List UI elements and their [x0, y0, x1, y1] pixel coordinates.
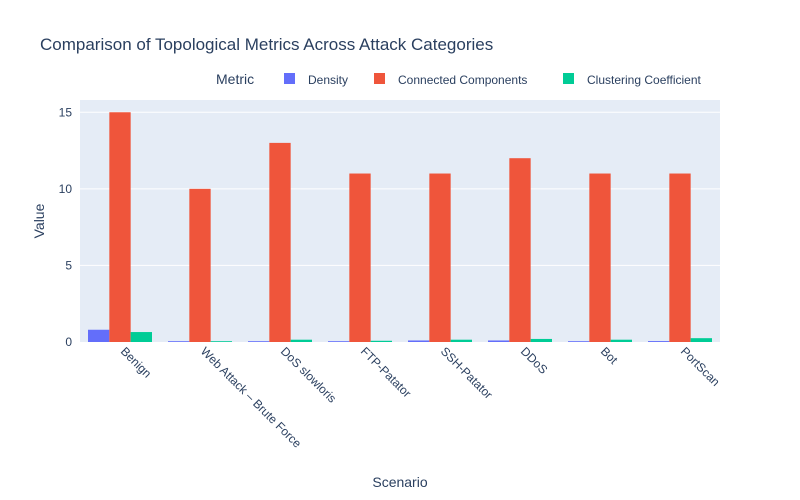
bar-density	[488, 340, 510, 342]
x-tick-label: Bot	[598, 344, 621, 367]
legend-swatch	[284, 73, 295, 84]
y-tick-label: 15	[59, 105, 73, 119]
bar-density	[88, 329, 110, 342]
legend-title: Metric	[216, 71, 254, 87]
legend-item-label: Clustering Coefficient	[587, 73, 702, 87]
bar-connected-components	[669, 173, 691, 342]
bar-density	[168, 341, 190, 342]
bar-clustering-coefficient	[530, 338, 552, 342]
bar-connected-components	[269, 142, 291, 342]
bar-connected-components	[189, 188, 211, 342]
legend-item-label: Density	[308, 73, 348, 87]
y-axis-label: Value	[31, 203, 47, 238]
gridlines	[80, 111, 720, 266]
x-axis-label: Scenario	[372, 474, 427, 490]
x-tick-label: SSH-Patator	[438, 344, 496, 402]
bar-clustering-coefficient	[690, 338, 712, 342]
bar-density	[568, 341, 590, 342]
bar-connected-components	[429, 173, 451, 342]
x-tick-label: DDoS	[518, 344, 551, 377]
legend-swatch	[563, 73, 574, 84]
bar-clustering-coefficient	[610, 339, 632, 342]
bar-connected-components	[509, 158, 531, 342]
bar-clustering-coefficient	[290, 339, 312, 342]
y-tick-label: 5	[65, 258, 72, 272]
bar-density	[408, 340, 430, 342]
bar-connected-components	[349, 173, 371, 342]
bar-clustering-coefficient	[130, 332, 152, 342]
y-tick-label: 10	[59, 182, 73, 196]
y-tick-label: 0	[65, 335, 72, 349]
legend-swatch	[374, 73, 385, 84]
legend-item-label: Connected Components	[398, 73, 527, 87]
bar-density	[328, 341, 350, 342]
bar-clustering-coefficient	[370, 340, 392, 342]
bar-clustering-coefficient	[450, 339, 472, 342]
bar-density	[648, 341, 670, 342]
bar-clustering-coefficient	[210, 341, 232, 342]
x-tick-label: FTP-Patator	[358, 344, 414, 400]
x-tick-label: DoS slowloris	[278, 344, 339, 405]
x-tick-label: Benign	[118, 344, 154, 380]
bar-density	[248, 341, 270, 342]
bar-connected-components	[589, 173, 611, 342]
y-axis-ticks: 0 5 10 15	[59, 105, 73, 349]
bars	[88, 112, 712, 342]
chart-title: Comparison of Topological Metrics Across…	[40, 35, 493, 54]
legend: Metric Density Connected Components Cluste…	[216, 71, 702, 87]
bar-connected-components	[109, 112, 131, 342]
x-tick-label: PortScan	[678, 344, 723, 389]
plot-area	[80, 100, 720, 342]
